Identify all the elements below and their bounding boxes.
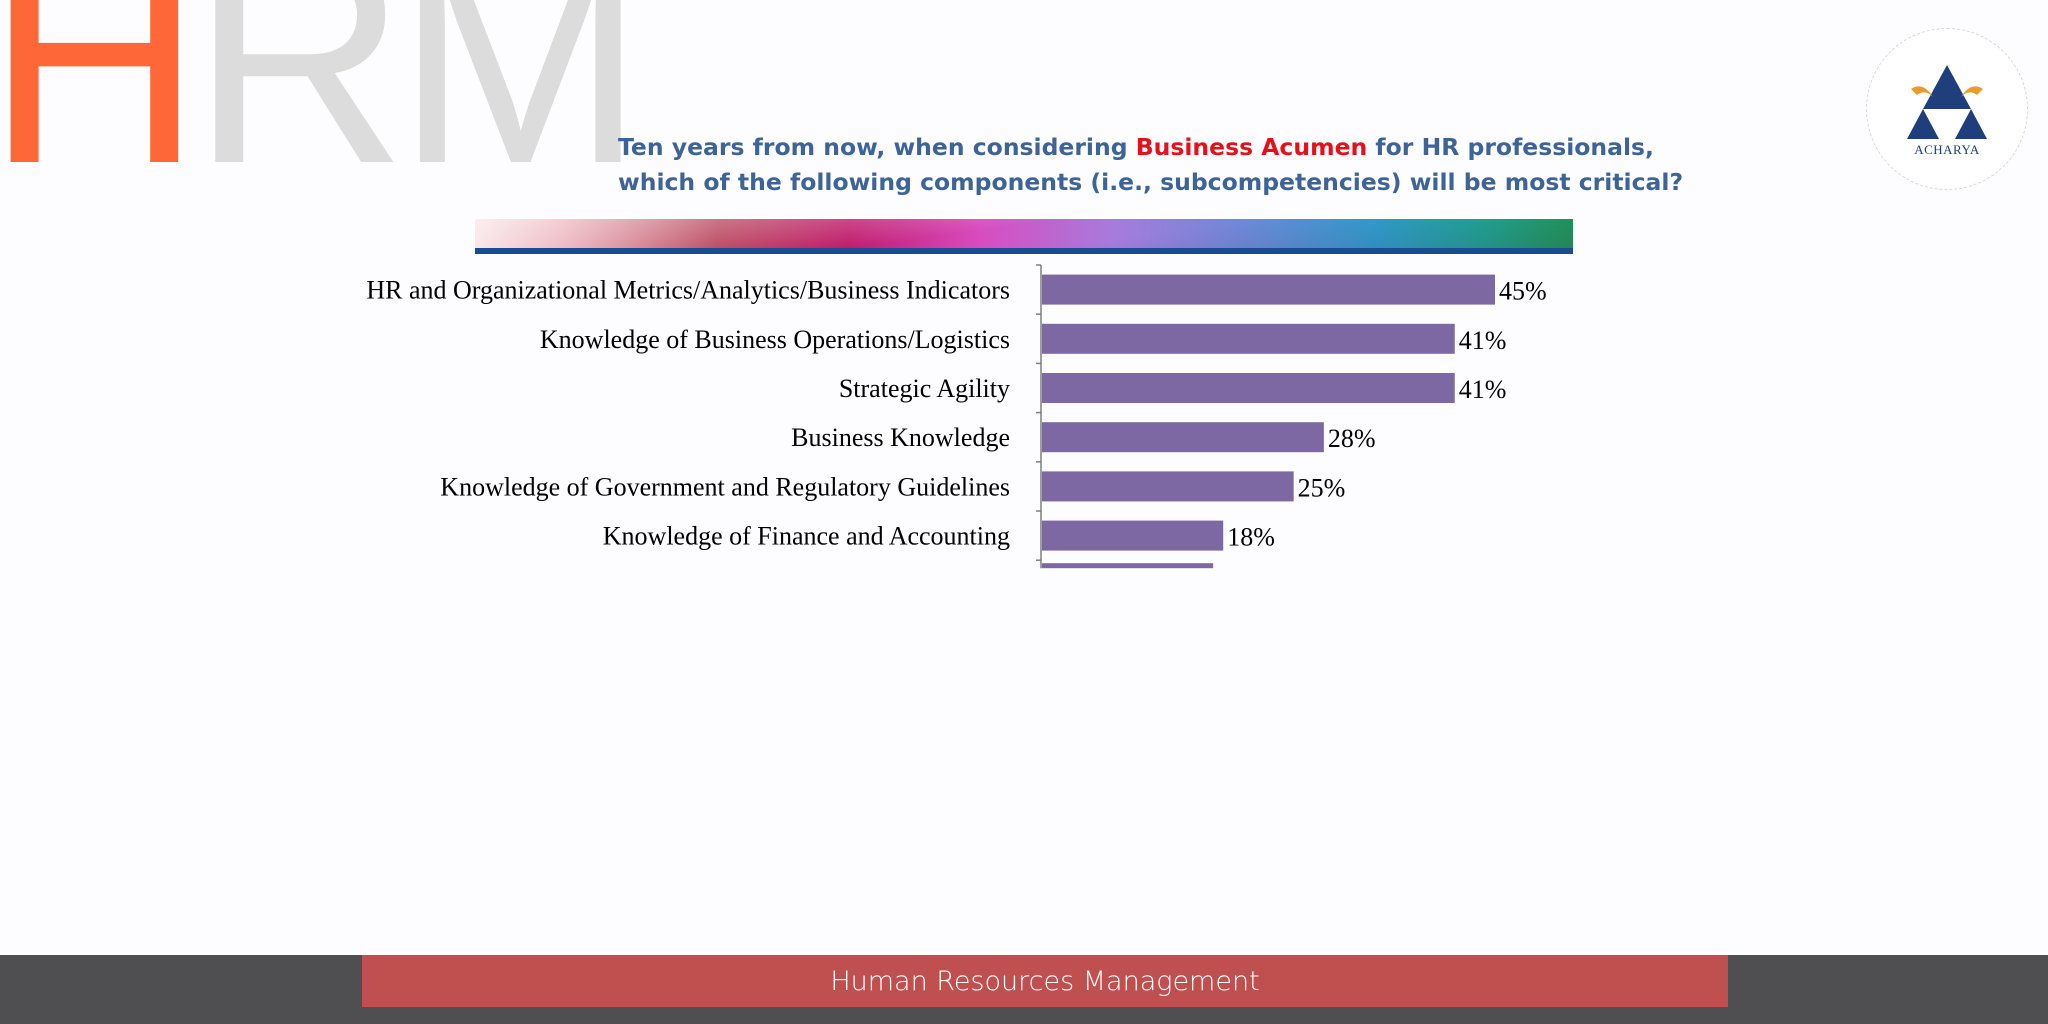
bar xyxy=(1042,323,1455,354)
data-label: 41% xyxy=(1459,326,1507,355)
category-label: Business Knowledge xyxy=(791,423,1010,452)
category-label: Knowledge of Finance and Accounting xyxy=(603,522,1010,551)
data-label: 28% xyxy=(1328,424,1376,453)
bar xyxy=(1042,520,1224,551)
category-label: HR and Organizational Metrics/Analytics/… xyxy=(366,276,1010,305)
bar xyxy=(1042,422,1324,453)
data-label: 18% xyxy=(1227,523,1275,552)
data-label: 41% xyxy=(1459,375,1507,404)
category-label: Knowledge of Business Operations/Logisti… xyxy=(540,325,1010,354)
slide-question: Ten years from now, when considering Bus… xyxy=(618,130,1798,200)
data-label: 45% xyxy=(1499,277,1547,306)
question-highlight: Business Acumen xyxy=(1135,133,1368,161)
data-label: 25% xyxy=(1298,473,1346,502)
acharya-logo: ACHARYA xyxy=(1866,28,2028,190)
acharya-emblem-icon xyxy=(1907,65,1987,139)
decorative-ribbon-line xyxy=(475,248,1573,254)
hrm-logo: HRM xyxy=(0,0,645,208)
hrm-logo-rm: RM xyxy=(190,0,646,226)
bar xyxy=(1042,274,1495,305)
question-line-1: Ten years from now, when considering Bus… xyxy=(618,130,1798,165)
category-label: Knowledge of Government and Regulatory G… xyxy=(440,472,1010,501)
question-line-2: which of the following components (i.e.,… xyxy=(618,168,1684,196)
question-line-1-end: for HR professionals, xyxy=(1367,133,1654,161)
footer-label: Human Resources Management xyxy=(830,965,1260,997)
question-line-1-start: Ten years from now, when considering xyxy=(618,133,1136,161)
bar xyxy=(1042,471,1294,502)
bar-partial xyxy=(1042,563,1214,569)
hrm-logo-h: H xyxy=(0,0,203,226)
decorative-ribbon-shade xyxy=(475,219,1573,248)
category-label: Strategic Agility xyxy=(839,374,1010,403)
footer-bar: Human Resources Management xyxy=(362,955,1728,1007)
bar-chart: HR and Organizational Metrics/Analytics/… xyxy=(366,264,1547,569)
acharya-logo-text: ACHARYA xyxy=(1914,142,1980,157)
bar xyxy=(1042,373,1455,403)
